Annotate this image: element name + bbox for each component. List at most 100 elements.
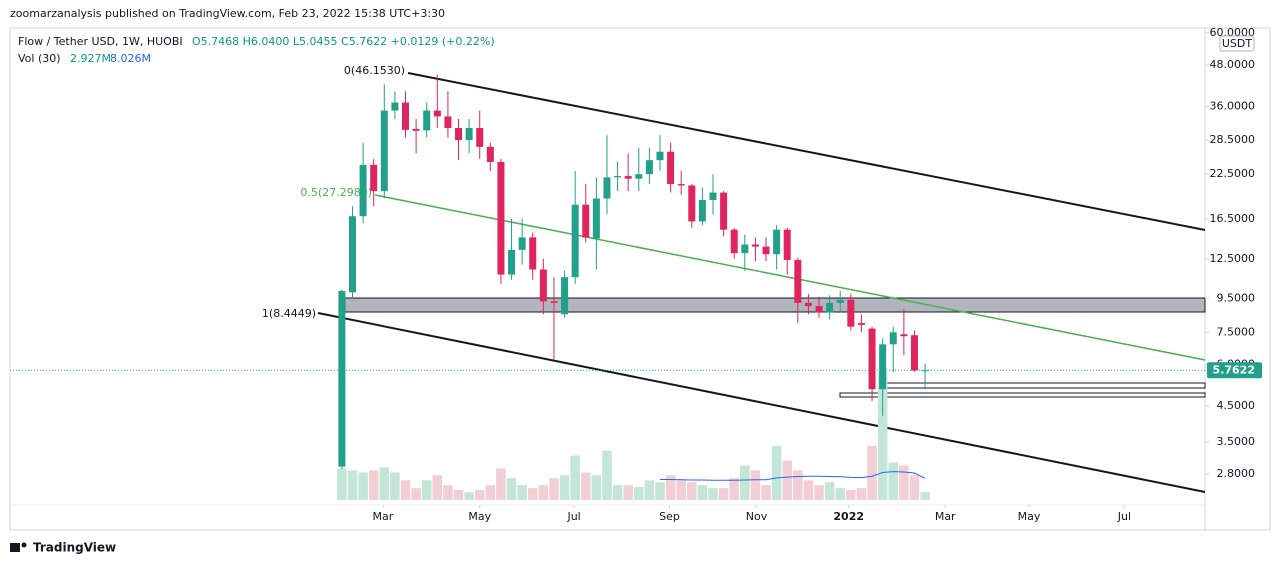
candle-body [455,128,463,141]
candle-body [614,176,622,178]
y-tick-label: 9.5000 [1217,291,1256,304]
candle-body [539,269,547,302]
volume-bar [782,460,792,500]
ohlc: O5.7468 H6.0400 L5.0455 C5.7622 +0.0129 … [192,35,495,48]
candle-body [889,332,897,345]
candle-body [624,176,632,179]
volume-ma-value: 8.026M [110,52,151,65]
volume-bar [634,487,644,500]
candle-body [910,335,918,371]
candle-body [720,192,728,230]
y-tick-label: 12.5000 [1210,252,1256,265]
candle-body [900,334,908,337]
zone [344,297,1206,313]
volume-bar [496,468,506,500]
trendline [374,194,1206,361]
y-tick-label: 2.8000 [1217,467,1256,480]
volume-bar [814,485,824,500]
volume-bar [835,488,846,500]
candle-body [635,174,643,179]
x-tick-label: Nov [746,510,768,523]
volume-bar [443,485,453,500]
brand: TradingView [33,541,116,555]
volume-bar [665,475,676,500]
volume-bar [856,488,867,500]
volume-bar [400,480,411,500]
volume-bar [888,462,899,500]
volume-bar [899,465,909,500]
candle-body [402,102,410,130]
volume-bar [506,478,517,500]
volume-bar [421,480,432,500]
volume-bar [708,488,718,500]
candle-body [730,229,738,254]
zone [883,382,1206,389]
logo: TradingView [10,541,116,555]
candle-body [518,237,526,250]
candle-body [465,128,473,141]
x-tick-label: May [468,510,491,523]
candle-body [550,301,558,303]
volume-bar [358,472,368,500]
volume-bar [368,470,379,500]
candle-body [667,151,675,185]
volume-bar [803,480,814,500]
candle-body [709,192,717,201]
volume-bar [867,445,877,500]
candle-body [529,237,537,270]
volume-bar [655,482,665,500]
x-tick-label: Jul [566,510,580,523]
volume-bar [580,472,591,500]
y-tick-label: 3.5000 [1217,435,1256,448]
candle-body [359,164,367,217]
x-tick-label: May [1018,510,1041,523]
volume-bar [718,488,729,500]
volume-bar [697,485,708,500]
volume-bar [390,472,400,500]
x-tick-label: Sep [659,510,680,523]
candle-body [433,110,441,117]
volume-bar [591,475,602,500]
y-tick-label: 4.5000 [1217,399,1256,412]
volume-bar [538,485,549,500]
x-tick-label: Jul [1117,510,1131,523]
candle-body [826,302,834,313]
volume-bar [570,455,580,500]
volume-bar [920,492,930,500]
candle-body [645,160,653,175]
candle-body [370,164,378,192]
candle-body [677,184,685,186]
volume-bar [909,475,920,500]
volume-bar [411,488,421,500]
fib-label: 1(8.4449) [262,307,316,320]
volume-bar [602,450,612,500]
volume-value: 2.927M [70,52,111,65]
y-tick-label: 7.5000 [1217,325,1256,338]
volume-bar [750,470,761,500]
volume-bar [824,482,835,500]
candle-body [561,277,569,315]
volume-bar [347,470,358,500]
candle-body [836,299,844,303]
volume-bar [527,488,538,500]
volume-bar [337,468,347,500]
candle-body [762,246,770,255]
volume-bar [793,470,803,500]
chart-frame [9,27,1271,531]
currency-box [1219,35,1255,52]
volume-bar [453,490,464,500]
volume-bar [623,485,633,500]
candle-body [508,249,516,275]
last-price-label: 5.7622 [1213,363,1255,376]
volume-bar [549,478,559,500]
volume-bar [485,485,496,500]
symbol-title: Flow / Tether USD, 1W, HUOBI [18,35,183,48]
volume-bar [729,478,739,500]
volume-bar [761,485,771,500]
candle-body [773,229,781,255]
logo-mark [21,542,27,548]
candle-body [582,204,590,238]
currency-label: USDT [1222,37,1253,50]
candle-body [857,323,865,325]
